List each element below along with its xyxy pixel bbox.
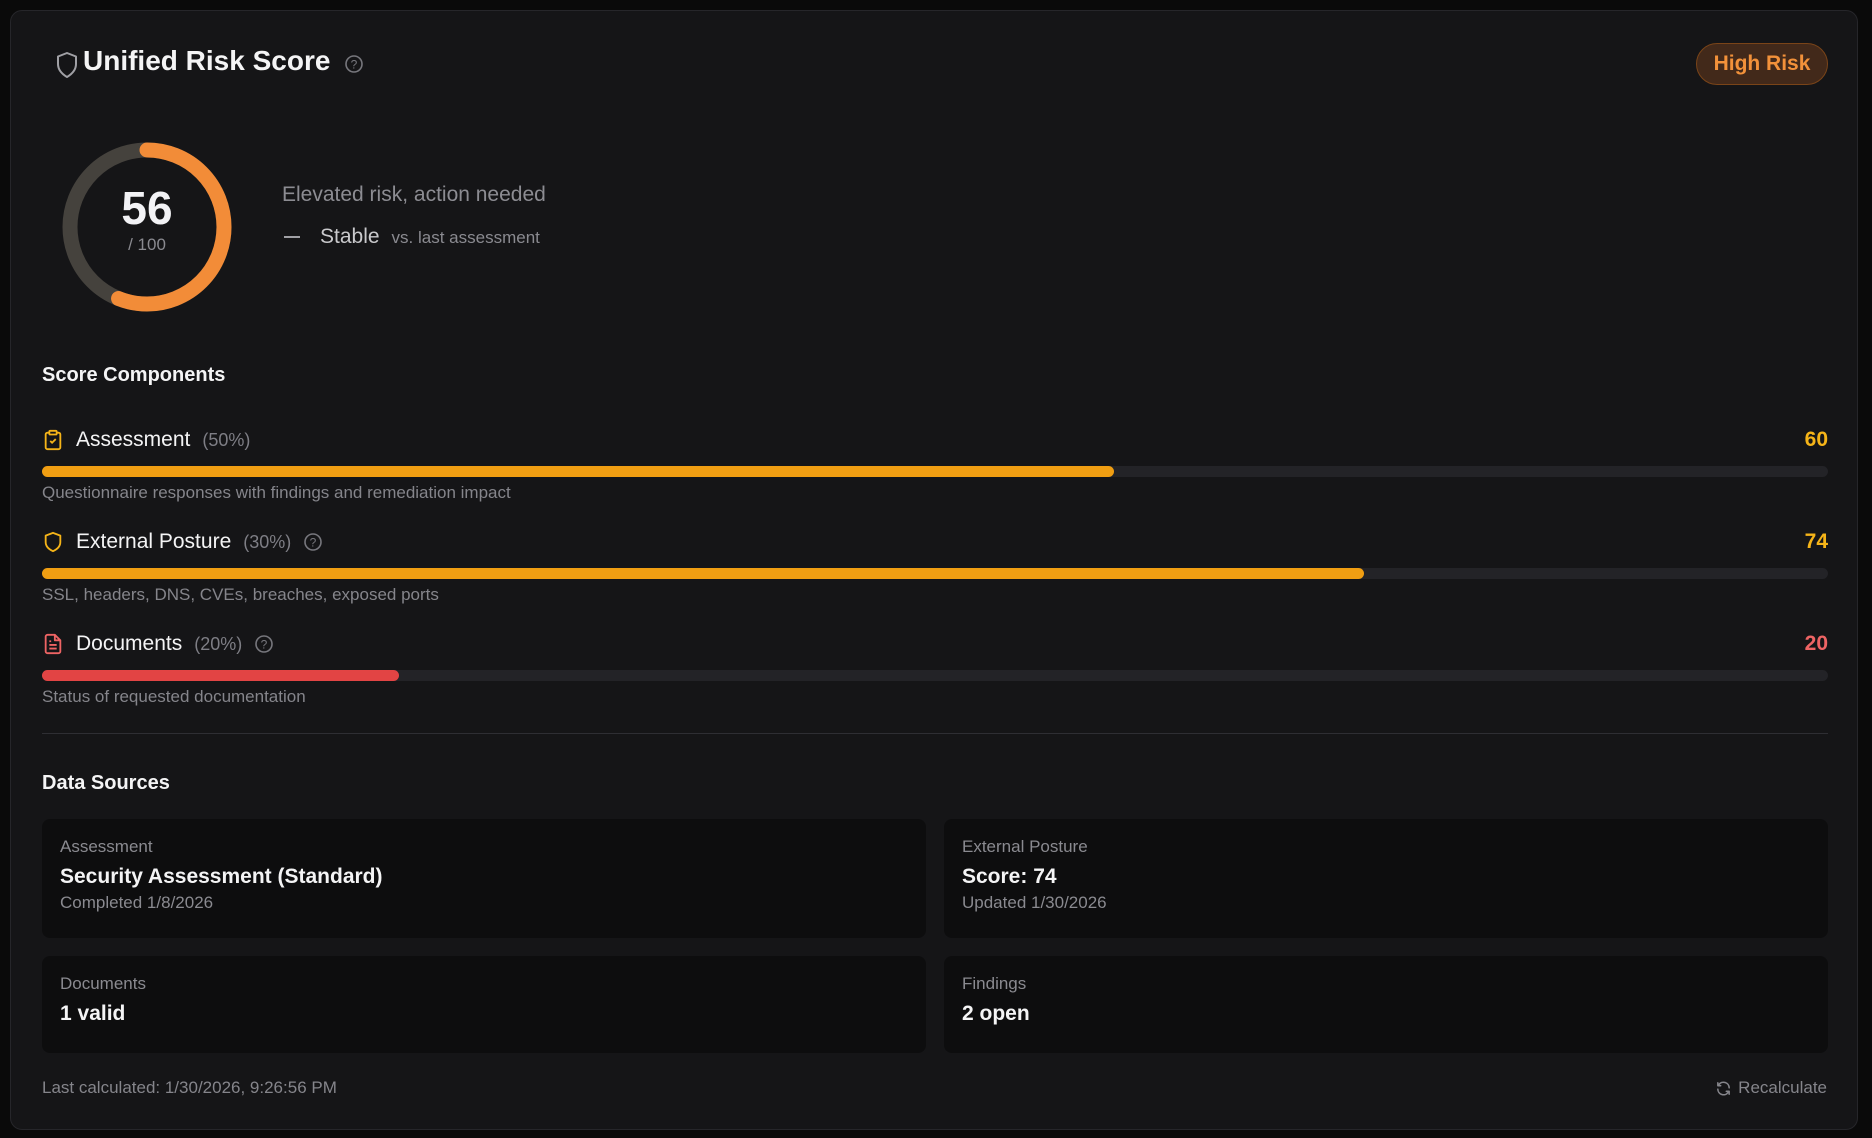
component-progress-fill	[42, 568, 1364, 579]
shield-icon	[44, 531, 62, 553]
component-progress-fill	[42, 670, 400, 681]
component-score: 60	[1804, 428, 1828, 451]
trend-flat-icon	[284, 236, 300, 238]
help-circle-icon[interactable]: ?	[303, 532, 323, 552]
component-score: 20	[1804, 632, 1828, 655]
unified-risk-score-card: Unified Risk Score ? High Risk 56 / 100 …	[10, 10, 1858, 1130]
svg-text:?: ?	[310, 536, 317, 550]
trend-context: vs. last assessment	[391, 228, 540, 247]
last-calculated: Last calculated: 1/30/2026, 9:26:56 PM	[42, 1078, 337, 1097]
component-weight: (30%)	[243, 531, 292, 552]
source-card-documents: Documents 1 valid	[42, 956, 926, 1053]
help-circle-icon[interactable]: ?	[254, 634, 274, 654]
component-header: Documents (20%) ? 20	[42, 630, 1828, 658]
component-label: Assessment	[76, 428, 191, 451]
clipboard-check-icon	[44, 429, 62, 451]
source-sub: Updated 1/30/2026	[962, 893, 1107, 912]
svg-text:?: ?	[261, 638, 268, 652]
page-title: Unified Risk Score	[83, 45, 331, 76]
divider	[42, 733, 1828, 734]
trend-label: Stable	[320, 225, 380, 248]
component-weight: (20%)	[194, 633, 243, 654]
source-card-findings: Findings 2 open	[944, 956, 1828, 1053]
shield-icon	[57, 52, 77, 78]
component-progress-track	[42, 568, 1828, 579]
score-value: 56	[121, 182, 173, 234]
score-max: / 100	[128, 235, 166, 254]
source-sub: Completed 1/8/2026	[60, 893, 214, 912]
component-progress-track	[42, 466, 1828, 477]
component-description: SSL, headers, DNS, CVEs, breaches, expos…	[42, 585, 439, 604]
component-progress-track	[42, 670, 1828, 681]
component-description: Questionnaire responses with findings an…	[42, 483, 511, 502]
risk-level-badge: High Risk	[1696, 43, 1828, 85]
source-value: 2 open	[962, 1002, 1030, 1025]
component-score: 74	[1804, 530, 1828, 553]
component-description: Status of requested documentation	[42, 687, 306, 706]
data-sources-heading: Data Sources	[42, 772, 170, 794]
source-label: Findings	[962, 974, 1027, 993]
component-row-assessment: Assessment (50%) 60 Questionnaire respon…	[42, 426, 1828, 503]
score-trend: Stable vs. last assessment	[284, 225, 540, 249]
component-header: External Posture (30%) ? 74	[42, 528, 1828, 556]
help-circle-icon[interactable]: ?	[344, 54, 364, 74]
source-card-external-posture: External Posture Score: 74 Updated 1/30/…	[944, 819, 1828, 938]
source-label: Documents	[60, 974, 146, 993]
component-label: External Posture	[76, 530, 232, 553]
source-value: Score: 74	[962, 865, 1057, 888]
refresh-icon	[1717, 1080, 1731, 1096]
svg-text:?: ?	[351, 58, 358, 72]
component-weight: (50%)	[202, 429, 251, 450]
gauge-arc	[62, 142, 232, 312]
score-components-heading: Score Components	[42, 364, 226, 386]
component-header: Assessment (50%) 60	[42, 426, 1828, 454]
file-text-icon	[44, 633, 62, 655]
score-gauge	[62, 142, 232, 312]
source-value: 1 valid	[60, 1002, 126, 1025]
component-label: Documents	[76, 632, 183, 655]
source-label: External Posture	[962, 837, 1088, 856]
source-label: Assessment	[60, 837, 153, 856]
recalculate-label: Recalculate	[1738, 1078, 1827, 1097]
component-row-external-posture: External Posture (30%) ? 74 SSL, headers…	[42, 528, 1828, 605]
component-progress-fill	[42, 466, 1114, 477]
source-card-assessment: Assessment Security Assessment (Standard…	[42, 819, 926, 938]
score-description: Elevated risk, action needed	[282, 183, 546, 206]
component-row-documents: Documents (20%) ? 20 Status of requested…	[42, 630, 1828, 707]
recalculate-button[interactable]: Recalculate	[1715, 1078, 1827, 1098]
source-value: Security Assessment (Standard)	[60, 865, 383, 888]
